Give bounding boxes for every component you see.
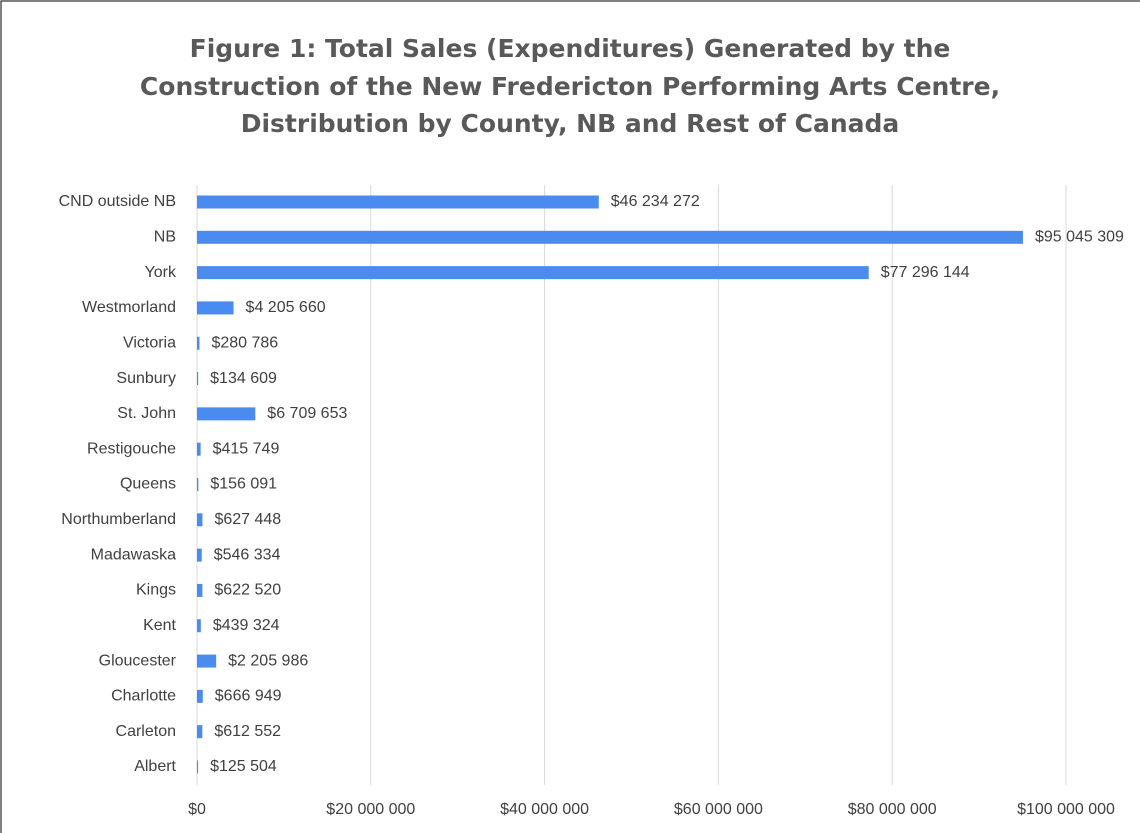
x-tick-label: $60 000 000	[674, 801, 763, 818]
data-label: $280 786	[211, 334, 278, 351]
x-tick-label: $20 000 000	[326, 801, 415, 818]
y-tick-label: St. John	[117, 405, 176, 422]
data-label: $95 045 309	[1035, 229, 1124, 246]
bar	[197, 654, 217, 668]
data-label: $627 448	[214, 511, 281, 528]
data-label: $415 749	[213, 440, 280, 457]
data-label: $2 205 986	[228, 652, 308, 669]
bar	[197, 548, 202, 562]
bar	[197, 478, 199, 491]
bar	[197, 301, 234, 315]
y-tick-label: Restigouche	[87, 440, 176, 457]
y-tick-label: Albert	[134, 758, 176, 775]
data-label: $546 334	[214, 546, 281, 563]
y-tick-label: Carleton	[116, 723, 176, 740]
x-tick-label: $40 000 000	[500, 801, 589, 818]
x-tick-label: $100 000 000	[1017, 801, 1115, 818]
bar	[197, 266, 869, 280]
x-tick-label: $0	[188, 801, 206, 818]
bar	[197, 230, 1023, 244]
bar	[197, 725, 203, 739]
data-label: $612 552	[214, 723, 281, 740]
data-label: $156 091	[210, 476, 277, 493]
y-tick-label: Northumberland	[61, 511, 176, 528]
data-label: $46 234 272	[611, 193, 700, 210]
y-tick-label: NB	[154, 229, 176, 246]
bar	[197, 195, 599, 209]
chart-title: Figure 1: Total Sales (Expenditures) Gen…	[190, 34, 951, 63]
data-label: $77 296 144	[881, 264, 970, 281]
bar	[197, 760, 199, 774]
y-tick-label: CND outside NB	[59, 193, 176, 210]
y-tick-label: Sunbury	[116, 370, 176, 387]
bar	[197, 336, 200, 350]
y-tick-label: Westmorland	[82, 299, 176, 316]
chart-title: Construction of the New Fredericton Perf…	[140, 72, 1000, 101]
data-label: $666 949	[215, 688, 282, 705]
bar	[197, 513, 203, 527]
data-label: $4 205 660	[246, 299, 326, 316]
data-label: $125 504	[210, 758, 277, 775]
y-tick-label: Gloucester	[99, 652, 177, 669]
bar	[197, 442, 201, 456]
bar	[197, 689, 203, 703]
data-label: $6 709 653	[267, 405, 347, 422]
data-label: $622 520	[214, 582, 281, 599]
bar	[197, 407, 256, 421]
bar	[197, 619, 201, 633]
y-tick-label: Kings	[136, 582, 176, 599]
x-tick-label: $80 000 000	[848, 801, 937, 818]
data-label: $134 609	[210, 370, 277, 387]
data-label: $439 324	[213, 617, 280, 634]
y-tick-label: York	[145, 264, 177, 281]
bar	[197, 583, 203, 597]
y-tick-label: Madawaska	[91, 546, 176, 563]
bar	[197, 372, 199, 386]
y-tick-label: Queens	[120, 476, 176, 493]
chart-title: Distribution by County, NB and Rest of C…	[241, 109, 900, 138]
y-tick-label: Charlotte	[111, 688, 176, 705]
y-tick-label: Kent	[143, 617, 176, 634]
y-tick-label: Victoria	[123, 334, 176, 351]
